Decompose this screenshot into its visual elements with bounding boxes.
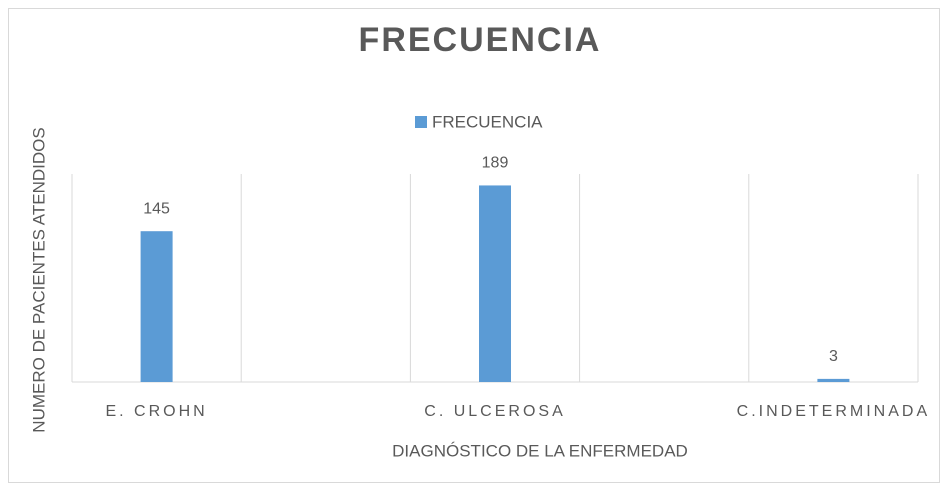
legend-swatch [415,116,427,128]
bar [479,185,511,382]
bar [817,378,850,382]
chart-title: FRECUENCIA [359,21,602,59]
x-tick-label: C. ULCEROSA [424,403,565,420]
data-label: 3 [829,348,838,365]
bar [140,231,173,382]
y-axis-title: NUMERO DE PACIENTES ATENDIDOS [29,127,48,432]
x-axis-title: DIAGNÓSTICO DE LA ENFERMEDAD [392,441,688,460]
x-tick-label: E. CROHN [105,403,207,420]
data-label: 145 [143,200,170,217]
x-tick-label: C.INDETERMINADA [737,403,930,420]
data-label: 189 [482,155,509,172]
legend-label: FRECUENCIA [432,112,543,131]
